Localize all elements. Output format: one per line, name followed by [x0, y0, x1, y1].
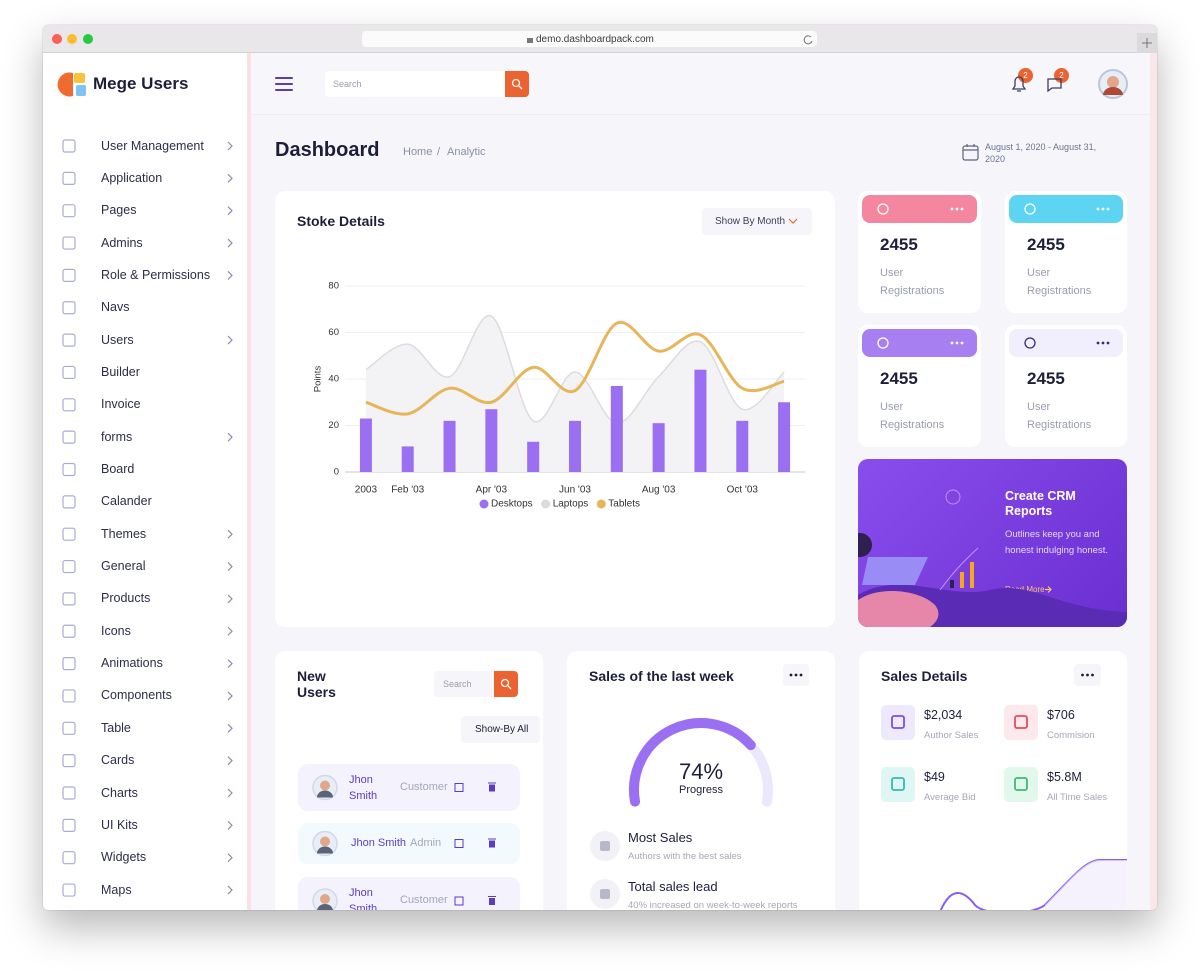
search-button[interactable] [494, 671, 518, 697]
stat-value: 2455 [1027, 234, 1065, 254]
menu-item[interactable]: Charts [101, 785, 138, 800]
item-subtitle: Authors with the best sales [628, 851, 742, 863]
crm-text: Outlines keep you and honest indulging h… [1005, 529, 1108, 556]
card-title: New Users [297, 667, 336, 701]
filter-label: Show By Month [715, 215, 786, 227]
breadcrumb-separator: / [437, 146, 441, 159]
search-placeholder: Search [333, 78, 362, 89]
menu-item[interactable]: Icons [101, 623, 131, 638]
item-title: Total sales lead [628, 879, 718, 895]
menu-item[interactable]: Pages [101, 203, 137, 218]
card-title: Sales Details [881, 667, 968, 684]
detail-label: All Time Sales [1047, 792, 1108, 804]
menu-item[interactable]: Builder [101, 364, 140, 379]
user-name[interactable]: Jhon Smith [351, 836, 407, 849]
menu-item[interactable]: Maps [101, 882, 132, 897]
menu-item[interactable]: General [101, 559, 146, 574]
message-count: 2 [1059, 70, 1064, 80]
menu-item[interactable]: Board [101, 462, 135, 476]
menu-item[interactable]: User Management [101, 138, 204, 153]
url: demo.dashboardpack.com [536, 34, 654, 45]
gauge-caption: Progress [678, 784, 724, 797]
detail-value: $5.8M [1047, 769, 1082, 784]
detail-label: Author Sales [924, 730, 979, 742]
user-name[interactable]: Jhon Smith [349, 887, 378, 910]
stat-value: 2455 [880, 368, 918, 388]
user-name[interactable]: Jhon Smith [349, 773, 378, 802]
sidebar-edge [247, 53, 251, 910]
menu-item[interactable]: Themes [101, 526, 147, 541]
notification-count: 2 [1023, 70, 1028, 80]
new-tab [1137, 33, 1157, 53]
card-header [862, 329, 977, 357]
user-role: Customer [400, 894, 448, 907]
item-subtitle: 40% increased on week-to-week reports [628, 900, 798, 910]
url-bar [362, 31, 817, 47]
menu-item[interactable]: Components [101, 688, 172, 703]
user-row [298, 823, 520, 864]
card-header [1009, 329, 1123, 357]
stat-value: 2455 [880, 234, 918, 254]
brand: Mege Users [93, 73, 189, 93]
menu-item[interactable]: forms [101, 429, 133, 444]
search-box[interactable] [434, 671, 494, 697]
menu-item[interactable]: Cards [101, 753, 135, 768]
menu-item[interactable]: Invoice [101, 397, 141, 412]
breadcrumb: Analytic [447, 146, 486, 159]
stat-label: User Registrations [1027, 401, 1092, 432]
menu-item[interactable]: Animations [101, 656, 163, 671]
sidebar [43, 53, 247, 910]
detail-label: Average Bid [924, 792, 976, 804]
stat-label: User Registrations [880, 267, 945, 298]
more-button[interactable] [1074, 664, 1101, 686]
stat-label: User Registrations [1027, 267, 1092, 298]
card-header [862, 195, 977, 223]
detail-label: Commision [1047, 730, 1095, 742]
detail-value: $706 [1047, 707, 1075, 722]
card-title: Sales of the last week [589, 667, 734, 684]
chart-title: Stoke Details [297, 212, 385, 229]
menu-item[interactable]: Admins [101, 235, 143, 250]
calendar-icon [963, 144, 978, 151]
scrollbar [1150, 53, 1157, 910]
search-button[interactable] [505, 71, 529, 97]
menu-item[interactable]: Navs [101, 300, 130, 315]
menu-item[interactable]: Application [101, 170, 163, 185]
gauge-label: 74% [678, 758, 724, 784]
crm-link[interactable]: Read More [1005, 584, 1045, 594]
menu-item[interactable]: Users [101, 332, 134, 347]
menu-item[interactable]: UI Kits [101, 817, 138, 832]
card-header [1009, 195, 1123, 223]
stat-label: User Registrations [880, 401, 945, 432]
browser-window: demo.dashboardpack.com Mege Users User Man… [43, 25, 1157, 910]
menu-item[interactable]: Products [101, 591, 151, 606]
date-range: August 1, 2020 - August 31, 2020 [985, 142, 1097, 164]
menu-item[interactable]: Calander [101, 494, 152, 509]
filter-button[interactable] [461, 716, 540, 743]
user-role: Admin [410, 836, 442, 849]
card [275, 191, 835, 627]
search-placeholder: Search [443, 678, 472, 689]
card [859, 651, 1127, 910]
filter-label: Show-By All [475, 723, 529, 735]
more-button[interactable] [783, 664, 809, 686]
detail-value: $2,034 [924, 707, 963, 722]
menu-item[interactable]: Role & Permissions [101, 267, 211, 282]
detail-value: $49 [924, 769, 945, 784]
menu-item[interactable]: Table [101, 720, 131, 735]
menu-item[interactable]: Widgets [101, 850, 147, 865]
search-box[interactable] [325, 71, 505, 97]
calendar-icon [962, 145, 979, 161]
user-role: Customer [400, 780, 448, 793]
breadcrumb[interactable]: Home [403, 146, 433, 159]
crm-title: Create CRM Reports [1005, 489, 1076, 518]
item-title: Most Sales [628, 830, 693, 846]
page-title: Dashboard [275, 139, 380, 161]
stat-value: 2455 [1027, 368, 1065, 388]
